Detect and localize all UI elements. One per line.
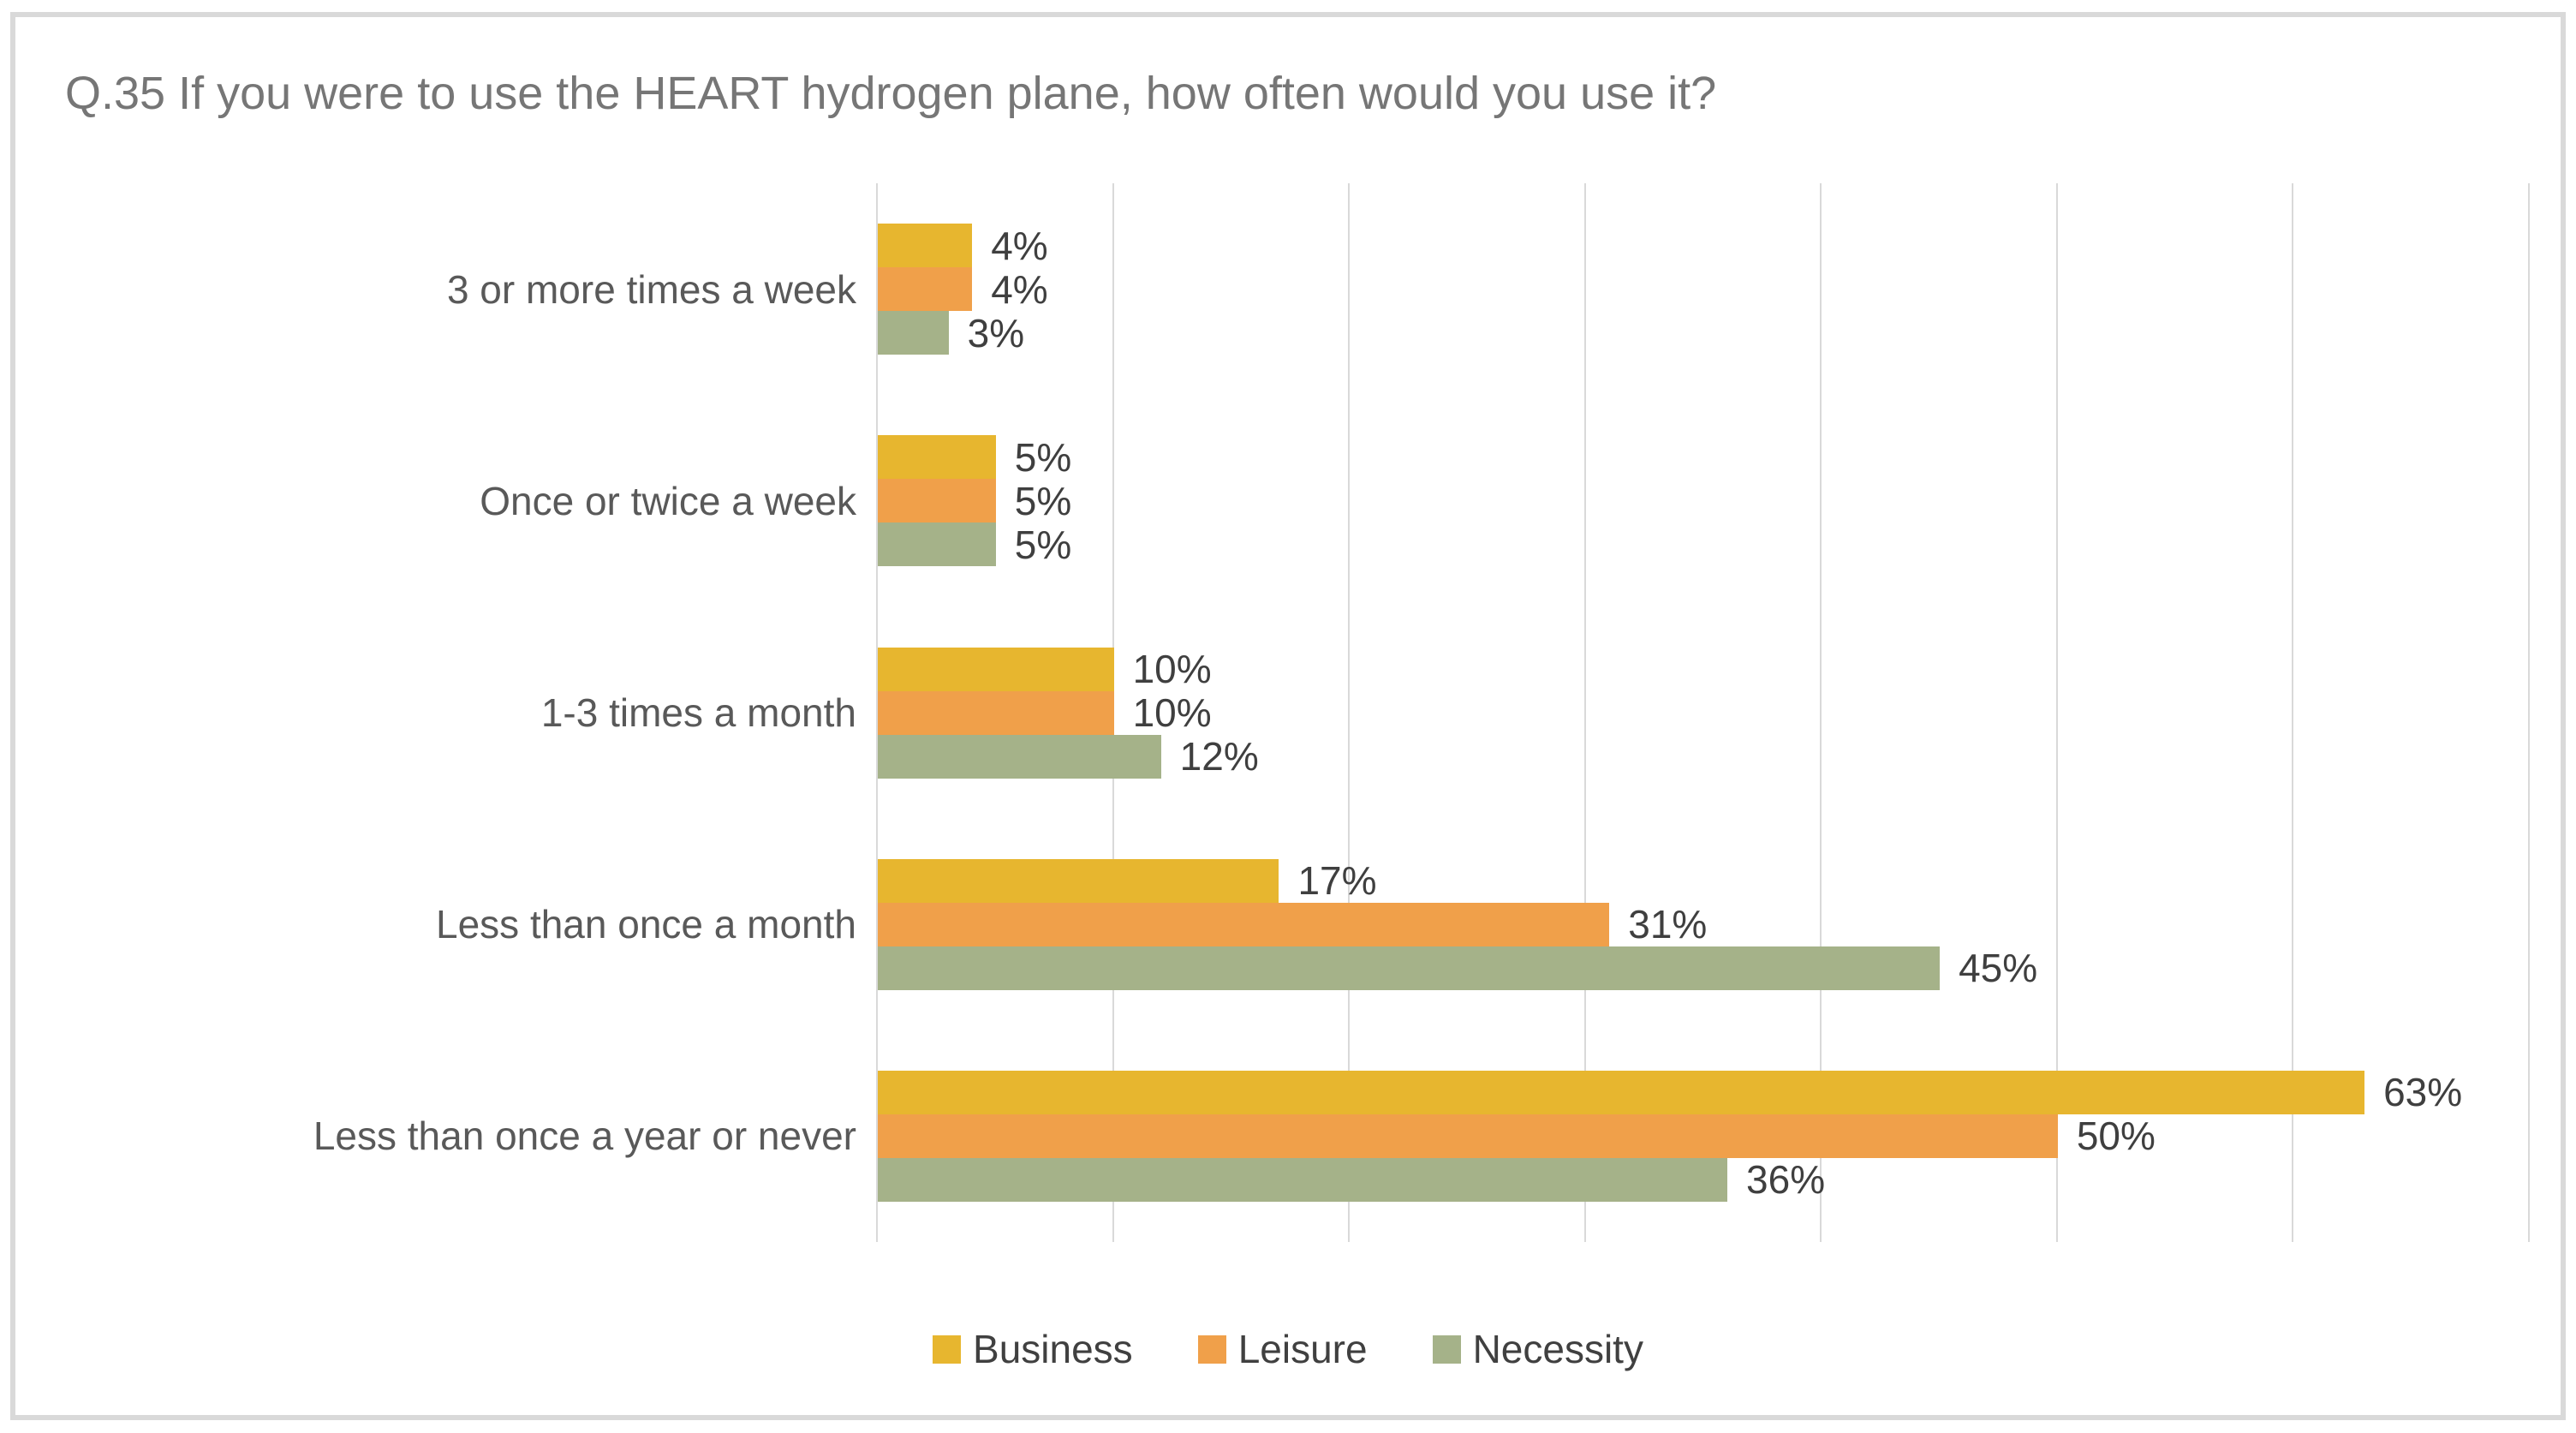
bar-necessity[interactable] bbox=[878, 1157, 1728, 1202]
bar-leisure[interactable] bbox=[878, 479, 996, 523]
bar-business[interactable] bbox=[878, 858, 1279, 903]
bar-necessity[interactable] bbox=[878, 311, 949, 355]
legend-item-business[interactable]: Business bbox=[933, 1326, 1133, 1372]
legend-swatch-leisure bbox=[1197, 1334, 1226, 1364]
data-label-necessity: 12% bbox=[1179, 734, 1259, 779]
bar-necessity[interactable] bbox=[878, 946, 1941, 990]
gridline bbox=[2055, 183, 2058, 1242]
category-label: 1-3 times a month bbox=[540, 690, 856, 735]
data-label-business: 63% bbox=[2383, 1070, 2463, 1115]
data-label-leisure: 5% bbox=[1014, 478, 1072, 523]
bar-necessity[interactable] bbox=[878, 734, 1161, 779]
legend-item-leisure[interactable]: Leisure bbox=[1197, 1326, 1368, 1372]
data-label-business: 17% bbox=[1297, 858, 1377, 904]
data-label-necessity: 36% bbox=[1746, 1157, 1826, 1203]
gridline bbox=[1348, 183, 1351, 1242]
data-label-leisure: 10% bbox=[1132, 690, 1212, 735]
legend-item-necessity[interactable]: Necessity bbox=[1432, 1326, 1643, 1372]
bar-leisure[interactable] bbox=[878, 1114, 2058, 1158]
data-label-business: 4% bbox=[991, 223, 1048, 268]
data-label-leisure: 31% bbox=[1628, 902, 1708, 947]
legend-label: Business bbox=[973, 1327, 1133, 1371]
data-label-leisure: 4% bbox=[991, 266, 1048, 312]
bar-business[interactable] bbox=[878, 1070, 2365, 1114]
data-label-business: 10% bbox=[1132, 647, 1212, 691]
bar-business[interactable] bbox=[878, 224, 973, 268]
bar-necessity[interactable] bbox=[878, 522, 996, 567]
bar-leisure[interactable] bbox=[878, 690, 1114, 735]
data-label-necessity: 45% bbox=[1959, 946, 2038, 991]
category-label: Once or twice a week bbox=[480, 478, 856, 523]
chart-title: Q.35 If you were to use the HEART hydrog… bbox=[65, 68, 1717, 119]
data-label-necessity: 3% bbox=[967, 310, 1025, 355]
y-axis-line bbox=[876, 183, 878, 1242]
data-label-business: 5% bbox=[1014, 434, 1072, 480]
category-label: Less than once a year or never bbox=[313, 1114, 856, 1159]
legend-swatch-business bbox=[933, 1334, 962, 1364]
data-label-necessity: 5% bbox=[1014, 522, 1072, 567]
category-label: 3 or more times a week bbox=[446, 266, 856, 312]
category-label: Less than once a month bbox=[436, 902, 856, 947]
legend-label: Leisure bbox=[1237, 1327, 1368, 1371]
bar-leisure[interactable] bbox=[878, 902, 1610, 946]
chart-legend: Business Leisure Necessity bbox=[15, 1326, 2561, 1372]
bar-leisure[interactable] bbox=[878, 267, 973, 312]
bar-business[interactable] bbox=[878, 647, 1114, 691]
gridline bbox=[1583, 183, 1586, 1242]
legend-label: Necessity bbox=[1472, 1327, 1643, 1371]
legend-swatch-necessity bbox=[1432, 1334, 1461, 1364]
gridline bbox=[2528, 183, 2530, 1242]
bar-business[interactable] bbox=[878, 435, 996, 480]
gridline bbox=[2292, 183, 2294, 1242]
data-label-leisure: 50% bbox=[2076, 1114, 2156, 1159]
gridline bbox=[1820, 183, 1822, 1242]
